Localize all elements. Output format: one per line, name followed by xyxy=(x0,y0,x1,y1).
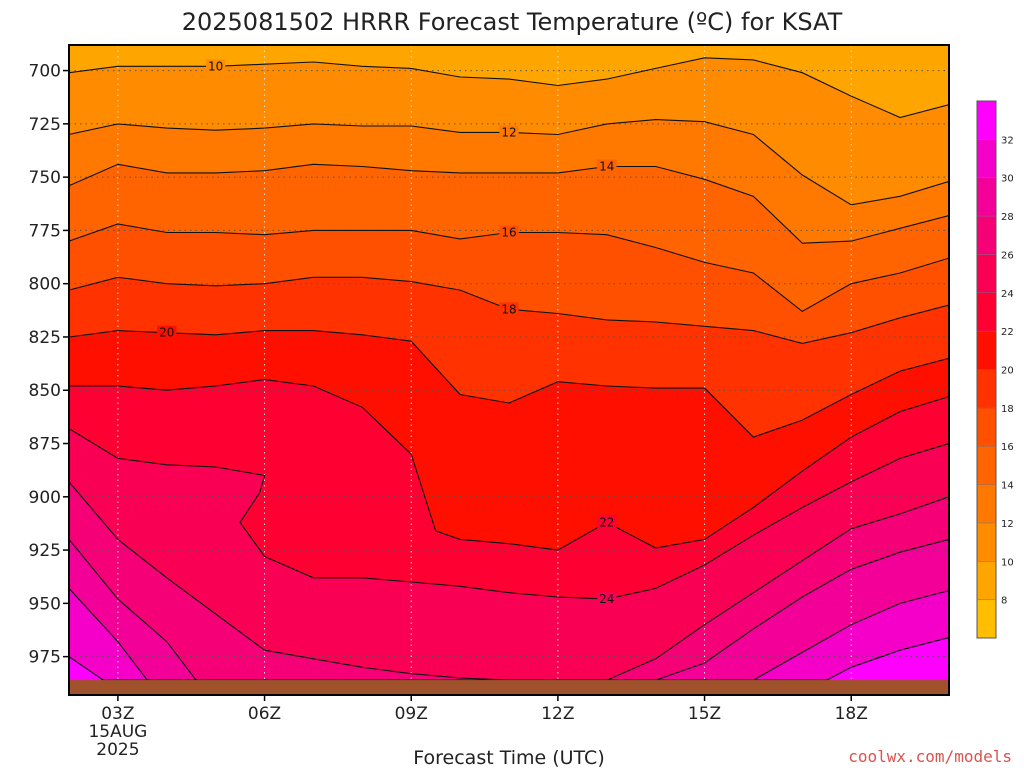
colorbar-label-16: 16 xyxy=(1001,442,1014,453)
y-tick-925: 925 xyxy=(29,541,61,561)
x-tick-06Z: 06Z xyxy=(248,704,281,724)
plot-area xyxy=(69,45,949,695)
y-tick-775: 775 xyxy=(29,221,61,241)
colorbar-swatch xyxy=(977,522,996,562)
x-tick-09Z: 09Z xyxy=(395,704,428,724)
colorbar-swatch xyxy=(977,484,996,524)
contour-label-20: 20 xyxy=(159,326,174,340)
x-axis-label: Forecast Time (UTC) xyxy=(413,747,604,768)
colorbar-swatch xyxy=(977,292,996,332)
y-tick-725: 725 xyxy=(29,115,61,135)
temperature-fill-bands xyxy=(69,45,949,695)
contour-label-22: 22 xyxy=(599,515,614,529)
y-tick-800: 800 xyxy=(29,275,61,295)
x-tick-12Z: 12Z xyxy=(541,704,574,724)
y-tick-850: 850 xyxy=(29,381,61,401)
x-tick-18Z: 18Z xyxy=(835,704,868,724)
band-26 xyxy=(69,481,949,695)
x-tick-03Z: 03Z xyxy=(101,704,134,724)
y-tick-825: 825 xyxy=(29,328,61,348)
colorbar-swatch xyxy=(977,216,996,255)
colorbar-swatch xyxy=(977,561,996,601)
contour-label-24: 24 xyxy=(599,592,614,606)
colorbar-label-24: 24 xyxy=(1001,289,1014,300)
colorbar-swatch xyxy=(977,177,996,217)
colorbar-label-18: 18 xyxy=(1001,404,1014,415)
colorbar-label-26: 26 xyxy=(1001,250,1014,261)
y-tick-950: 950 xyxy=(29,594,61,614)
colorbar-swatch xyxy=(977,446,996,486)
contour-label-12: 12 xyxy=(501,125,516,139)
contour-label-18: 18 xyxy=(501,302,516,316)
contour-32 xyxy=(69,636,949,681)
colorbar-swatch xyxy=(977,139,996,179)
colorbar-label-22: 22 xyxy=(1001,327,1014,338)
grid-lines xyxy=(69,45,949,695)
colorbar-swatch xyxy=(977,599,996,639)
colorbar-label-14: 14 xyxy=(1001,481,1014,492)
ground-surface xyxy=(69,680,949,695)
y-tick-750: 750 xyxy=(29,168,61,188)
contour-24 xyxy=(69,428,949,600)
contour-30 xyxy=(69,588,949,681)
colorbar-swatch xyxy=(977,331,996,370)
x-tick-sublabel: 15AUG xyxy=(88,722,147,742)
colorbar-swatch xyxy=(977,407,996,447)
y-tick-700: 700 xyxy=(29,62,61,82)
contour-22 xyxy=(69,379,949,551)
contour-14 xyxy=(69,163,949,244)
contour-28 xyxy=(69,538,949,681)
y-tick-900: 900 xyxy=(29,488,61,508)
colorbar-swatch xyxy=(977,369,996,409)
credit-link[interactable]: coolwx.com/models xyxy=(848,747,1012,766)
contour-labels: 10 12 14 16 18 20 22 24 xyxy=(157,59,617,607)
y-tick-975: 975 xyxy=(29,648,61,668)
contour-label-14: 14 xyxy=(599,159,614,173)
colorbar-label-28: 28 xyxy=(1001,212,1014,223)
colorbar-label-30: 30 xyxy=(1001,174,1014,185)
y-axis-pressure: 700 725 750 775 800 825 850 875 900 925 950 975 xyxy=(29,62,69,668)
chart-title: 2025081502 HRRR Forecast Temperature (ºC… xyxy=(182,8,843,36)
y-tick-875: 875 xyxy=(29,435,61,455)
colorbar-swatch xyxy=(977,254,996,294)
colorbar-label-8: 8 xyxy=(1001,596,1007,607)
colorbar-label-32: 32 xyxy=(1001,135,1014,146)
colorbar-label-20: 20 xyxy=(1001,366,1014,377)
band-28 xyxy=(69,539,949,695)
contour-label-10: 10 xyxy=(208,59,223,73)
contour-20 xyxy=(69,330,949,438)
colorbar-label-10: 10 xyxy=(1001,557,1014,568)
x-tick-15Z: 15Z xyxy=(688,704,721,724)
contour-label-16: 16 xyxy=(501,226,516,240)
colorbar-label-12: 12 xyxy=(1001,519,1014,530)
colorbar: 8 10 12 14 16 18 20 22 24 26 28 30 32 xyxy=(976,100,1014,639)
plot-frame xyxy=(68,44,950,696)
x-tick-sublabel: 2025 xyxy=(96,740,139,760)
colorbar-swatch xyxy=(977,101,996,140)
